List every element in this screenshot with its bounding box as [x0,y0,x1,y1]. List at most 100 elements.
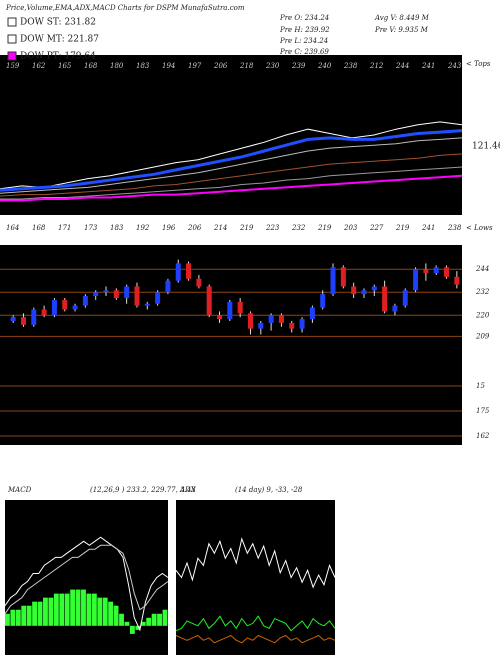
histogram-bar [59,593,65,626]
candle-body [227,301,233,320]
candle-body [124,286,130,298]
series-line [4,544,169,615]
top-value: 239 [291,62,306,70]
y-tick-label: 209 [475,332,490,340]
y-tick-label: 220 [475,311,490,319]
candle-body [62,299,68,310]
guide-label: 162 [476,432,490,440]
candle-body [392,305,398,312]
histogram-bar [140,621,146,626]
histogram-bar [64,593,70,626]
candle-body [371,286,377,291]
candle-body [237,301,243,314]
histogram-bar [32,601,37,626]
low-value: 192 [136,224,150,232]
top-value: 165 [58,62,72,70]
low-value: 206 [187,224,202,232]
histogram-bar [108,601,114,626]
candle-body [454,276,460,285]
series-line [175,634,336,644]
adx-subtitle: (14 day) 9, -33, -28 [235,486,303,494]
last-value: 121.46 [472,142,500,152]
candle-body [41,309,47,316]
guide-label: 175 [476,407,490,415]
histogram-bar [119,613,124,626]
candle-body [31,309,37,325]
histogram-bar [86,593,92,626]
macd-subtitle: (12,26,9 ) 233.2, 229.77, 3.43 [90,486,196,494]
candle-body [20,317,26,325]
info: Pre C: 239.69 [279,48,329,56]
low-value: 164 [6,224,19,232]
legend-label: DOW MT: 221.87 [20,35,99,45]
series-line [0,153,463,197]
candle-body [103,290,109,293]
legend-swatch [7,51,17,61]
candle-body [402,290,408,306]
low-value: 232 [291,224,306,232]
candle-body [423,269,429,274]
candle-body [268,315,274,323]
histogram-bar [75,589,81,626]
candle-body [82,296,88,306]
candle-body [206,286,212,316]
histogram-bar [97,597,103,626]
top-value: 180 [110,62,124,70]
candle-body [320,294,326,308]
histogram-bar [37,601,43,626]
candle-body [165,280,171,293]
candle-body [289,322,295,329]
series-line [0,137,463,194]
legend-label: DOW ST: 231.82 [20,18,96,28]
low-value: 227 [369,224,384,232]
histogram-bar [157,613,162,626]
top-value: 238 [343,62,358,70]
candle-body [299,319,305,329]
adx-title: ADX [179,486,197,494]
histogram-bar [162,609,168,626]
histogram-bar [43,597,48,626]
series-line [175,615,336,632]
histogram-bar [21,605,27,626]
low-value: 223 [265,224,280,232]
low-value: 196 [162,224,176,232]
legend-swatch [7,34,17,44]
series-line [0,129,463,192]
candle-body [351,286,357,295]
guide-label: 15 [476,382,485,390]
low-value: 214 [213,224,227,232]
candle-body [134,286,140,306]
top-value: 240 [317,62,332,70]
low-value: 219 [239,224,254,232]
candle-body [10,317,16,322]
candle-body [278,315,284,323]
top-value: 162 [32,62,46,70]
candle-body [413,269,419,291]
info: Pre H: 239.92 [279,26,330,34]
candle-body [330,267,336,295]
candle-body [155,292,161,304]
candle-body [113,290,119,298]
low-value: 171 [58,224,71,232]
top-value: 206 [213,62,228,70]
chart-title: Price,Volume,EMA,ADX,MACD Charts for DSP… [5,4,245,12]
top-value: 197 [188,62,202,70]
histogram-bar [113,605,119,626]
low-value: 238 [447,224,462,232]
top-value: 243 [447,62,462,70]
low-value: 241 [421,224,435,232]
candle-body [72,305,78,310]
top-value: 241 [421,62,435,70]
candle-panel [0,245,462,445]
histogram-bar [15,609,21,626]
candle-body [186,263,192,279]
legend-label: DOW PT: 179.64 [20,52,96,62]
lows-label: < Lows [466,224,493,232]
low-value: 173 [84,224,98,232]
histogram-bar [70,589,76,626]
histogram-bar [135,625,141,630]
y-tick-label: 244 [475,265,489,273]
candle-body [217,315,223,320]
y-tick-label: 232 [475,288,490,296]
low-value: 219 [395,224,410,232]
